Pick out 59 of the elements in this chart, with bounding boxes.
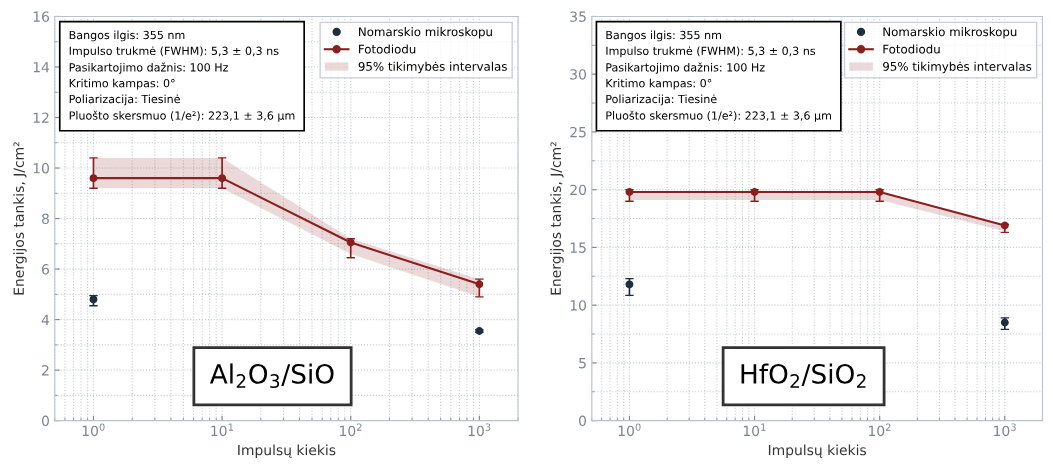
annotation: Al$_{2}$O$_{3}$/SiO [209,363,334,389]
annotation: Kritimo kampas: 0° [606,78,712,90]
point [1000,318,1009,327]
point [475,280,484,289]
annotation: Pluošto skersmuo (1/e²): 223,1 ± 3,6 µm [606,110,831,122]
y-tick-label: 12 [33,112,49,123]
annotation: Pasikartojimo dažnis: 100 Hz [69,62,228,74]
annotation: HfO$_{2}$/SiO$_{2}$ [741,363,866,388]
legend-label: Fotodiodu [883,44,940,54]
y-tick-label: 20 [570,184,586,196]
point [218,174,227,183]
y-tick-label: 2 [42,365,49,376]
x-tick-label: 10$^{1}$ [743,423,766,437]
y-tick-label: 14 [33,62,50,73]
y-tick-label: 5 [579,358,586,369]
point [750,188,759,196]
y-tick-label: 6 [42,264,50,275]
point [625,280,634,289]
legend-label: Nomarskio mikroskopu [883,27,1017,39]
annotation: Impulso trukmė (FWHM): 5,3 ± 0,3 ns [69,46,279,58]
y-tick-label: 16 [33,11,50,22]
y-tick-label: 10 [570,300,586,311]
point [1000,221,1009,230]
x-axis-title: Impulsų kiekis [238,444,336,458]
y-tick-label: 0 [41,415,49,427]
y-tick-label: 30 [570,69,586,80]
y-axis-title: Energijos tankis, J/cm² [550,142,564,295]
x-tick-label: 10$^{2}$ [340,423,362,437]
y-tick-label: 10 [33,162,49,174]
annotation: Impulso trukmė (FWHM): 5,3 ± 0,3 ns [606,46,816,58]
annotation: 95% tikimybės intervalas [358,61,507,74]
point [875,188,884,196]
annotation: Kritimo kampas: 0° [69,78,175,90]
x-tick-label: 10$^{3}$ [468,423,491,437]
annotation: Pluošto skersmuo (1/e²): 223,1 ± 3,6 µm [69,110,295,122]
annotation: Bangos ilgis: 355 nm [69,30,185,42]
annotation: Poliarizacija: Tiesinė [606,94,717,106]
x-axis-title: Impulsų kiekis [768,444,867,458]
y-tick-label: 15 [570,242,586,253]
y-tick-label: 8 [42,213,49,225]
x-tick-label: 10$^{0}$ [618,423,641,437]
point [625,188,634,196]
x-tick-label: 10$^{0}$ [82,423,105,437]
point [89,174,98,183]
legend-label: Nomarskio mikroskopu [359,27,492,39]
y-tick-label: 35 [570,11,586,22]
y-tick-label: 0 [579,415,586,427]
y-axis-title: Energijos tankis, J/cm² [13,142,27,295]
point [346,238,355,247]
annotation: 95% tikimybės intervalas [883,61,1032,74]
annotation: Pasikartojimo dažnis: 100 Hz [606,62,765,74]
y-tick-label: 4 [41,314,50,325]
y-tick-label: 25 [570,126,586,138]
legend-label: Fotodiodu [359,44,416,54]
x-tick-label: 10$^{2}$ [868,423,891,437]
x-tick-label: 10$^{1}$ [211,423,233,437]
annotation: Poliarizacija: Tiesinė [69,94,180,106]
x-tick-label: 10$^{3}$ [994,423,1016,437]
annotation: Bangos ilgis: 355 nm [606,30,721,42]
